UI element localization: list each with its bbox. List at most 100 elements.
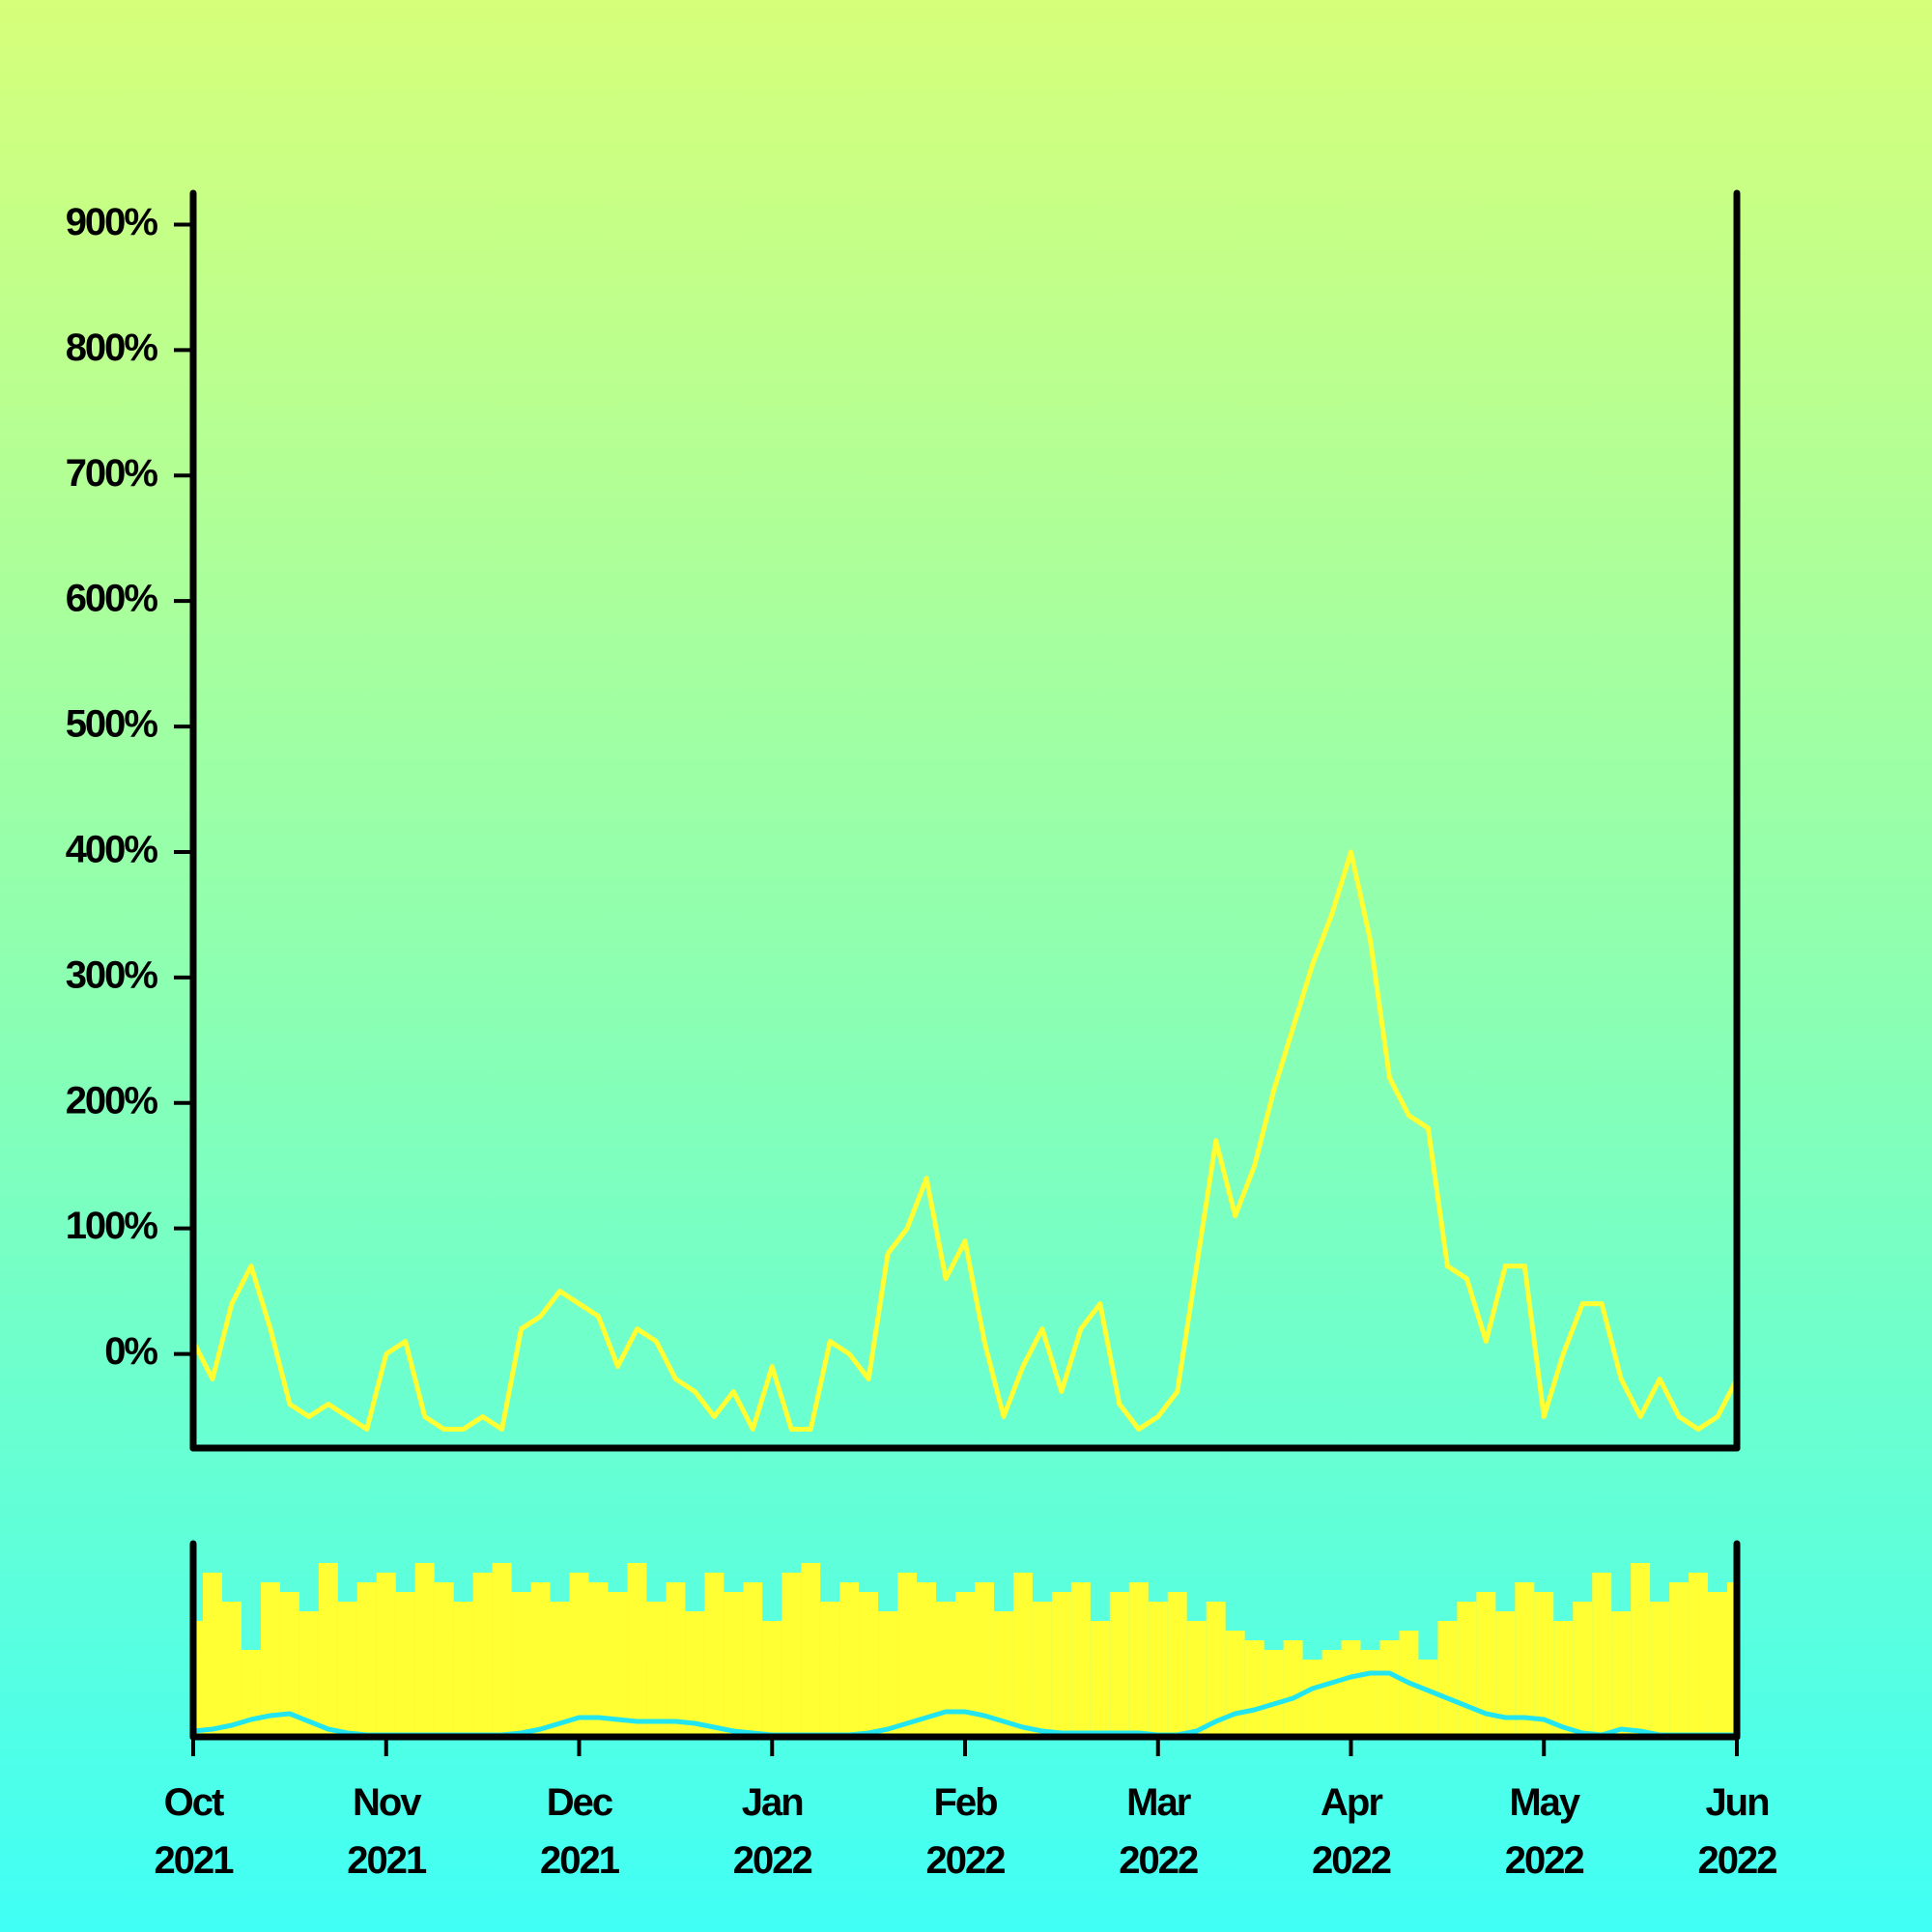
y-tick-label: 700%	[66, 452, 158, 495]
volume-bar	[1206, 1602, 1226, 1737]
volume-bar	[1302, 1660, 1322, 1737]
volume-bar	[646, 1602, 667, 1737]
volume-bar	[878, 1611, 898, 1737]
volume-bar	[1379, 1640, 1400, 1737]
volume-bar	[414, 1563, 435, 1737]
volume-bar	[1244, 1640, 1264, 1737]
y-tick-label: 500%	[66, 703, 158, 746]
y-tick-label: 600%	[66, 578, 158, 620]
y-tick-label: 100%	[66, 1205, 158, 1247]
x-tick-label: Dec 2021	[540, 1781, 620, 1882]
volume-bar	[724, 1592, 744, 1737]
volume-bar	[569, 1573, 589, 1737]
volume-bar	[241, 1650, 261, 1737]
volume-bar	[897, 1573, 918, 1737]
volume-bar	[974, 1582, 994, 1737]
y-tick-label: 400%	[66, 829, 158, 871]
volume-bar	[356, 1582, 377, 1737]
volume-bar	[1476, 1592, 1496, 1737]
volume-bar	[1669, 1582, 1690, 1737]
volume-bar	[453, 1602, 473, 1737]
volume-bar	[1283, 1640, 1303, 1737]
x-tick-label: Jan 2022	[732, 1781, 813, 1882]
y-tick-label: 0%	[104, 1330, 157, 1373]
volume-bar	[820, 1602, 840, 1737]
volume-bar	[1128, 1582, 1149, 1737]
volume-bar	[1109, 1592, 1129, 1737]
volume-bar	[1534, 1592, 1554, 1737]
volume-bar	[395, 1592, 415, 1737]
volume-bar	[1090, 1621, 1110, 1737]
volume-bar	[434, 1582, 454, 1737]
x-tick-label: Mar 2022	[1119, 1781, 1199, 1882]
volume-bar	[993, 1611, 1013, 1737]
volume-bar	[704, 1573, 724, 1737]
volume-bar	[511, 1592, 531, 1737]
y-tick-label: 300%	[66, 953, 158, 996]
volume-bar	[1611, 1611, 1632, 1737]
volume-bar	[1418, 1660, 1438, 1737]
volume-bar	[1012, 1573, 1033, 1737]
volume-bar	[1321, 1650, 1342, 1737]
volume-bar	[781, 1573, 802, 1737]
volume-bar	[260, 1582, 280, 1737]
volume-bar	[530, 1582, 551, 1737]
volume-bar	[1631, 1563, 1651, 1737]
y-tick-label: 800%	[66, 327, 158, 369]
volume-bar	[1650, 1602, 1670, 1737]
volume-bar	[1437, 1621, 1458, 1737]
x-tick-label: Feb 2022	[925, 1781, 1007, 1882]
volume-bar	[1070, 1582, 1091, 1737]
x-tick-label: Nov 2021	[347, 1781, 427, 1882]
volume-bar	[1360, 1650, 1380, 1737]
volume-bar	[859, 1592, 879, 1737]
volume-bar	[1051, 1592, 1071, 1737]
volume-bar	[608, 1592, 628, 1737]
x-tick-label: Apr 2022	[1312, 1781, 1392, 1882]
volume-bar	[1689, 1573, 1709, 1737]
volume-bar	[1225, 1631, 1245, 1737]
volume-bar	[839, 1582, 860, 1737]
volume-bar	[1167, 1592, 1187, 1737]
volume-bar	[1032, 1602, 1052, 1737]
volume-bar	[1148, 1602, 1168, 1737]
volume-bar	[801, 1563, 821, 1737]
volume-bar	[221, 1602, 242, 1737]
volume-bar	[1727, 1582, 1737, 1737]
x-tick-label: May 2022	[1504, 1781, 1585, 1882]
y-tick-label: 200%	[66, 1079, 158, 1122]
volume-bar	[1264, 1650, 1284, 1737]
volume-bar	[1515, 1582, 1535, 1737]
volume-bar	[1186, 1621, 1207, 1737]
volume-bar	[666, 1582, 686, 1737]
volume-bar	[1708, 1592, 1728, 1737]
volume-bar	[917, 1582, 937, 1737]
volume-bar	[1573, 1602, 1593, 1737]
volume-bar	[955, 1592, 975, 1737]
y-tick-label: 900%	[66, 201, 158, 243]
data-line	[193, 849, 1737, 1433]
plot-area	[193, 849, 1737, 1433]
volume-bar	[298, 1611, 319, 1737]
volume-bar	[279, 1592, 299, 1737]
volume-bar	[472, 1573, 493, 1737]
x-tick-label: Oct 2021	[154, 1781, 235, 1882]
volume-bar	[762, 1621, 782, 1737]
volume-bar	[550, 1602, 570, 1737]
volume-bar	[376, 1573, 396, 1737]
volume-bar	[1495, 1611, 1516, 1737]
volume-bar	[193, 1621, 203, 1737]
volume-bar	[337, 1602, 357, 1737]
volume-bar	[588, 1582, 609, 1737]
volume-bar	[627, 1563, 647, 1737]
x-tick-label: Jun 2022	[1697, 1781, 1778, 1882]
volume-bar	[1341, 1640, 1361, 1737]
volume-bar	[936, 1602, 956, 1737]
volume-bar	[492, 1563, 512, 1737]
volume-bar	[202, 1573, 222, 1737]
volume-bar	[743, 1582, 763, 1737]
volume-bar	[1457, 1602, 1477, 1737]
volume-bar	[1592, 1573, 1612, 1737]
